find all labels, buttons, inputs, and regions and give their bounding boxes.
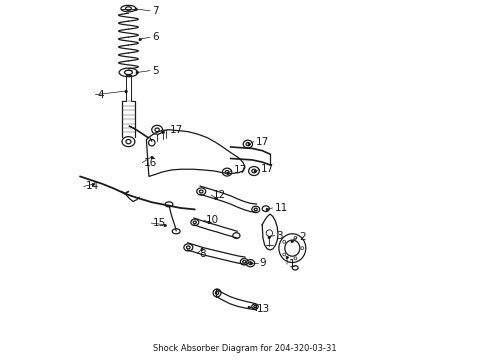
Text: 11: 11 <box>274 203 288 213</box>
Text: 6: 6 <box>152 32 158 42</box>
Text: 5: 5 <box>152 66 158 76</box>
Text: 15: 15 <box>153 218 166 228</box>
Text: 13: 13 <box>256 304 270 314</box>
Text: 9: 9 <box>259 258 266 268</box>
Text: 8: 8 <box>199 248 206 258</box>
Text: 2: 2 <box>299 232 305 242</box>
Text: 4: 4 <box>97 90 104 100</box>
Text: 17: 17 <box>261 164 274 174</box>
Text: 1: 1 <box>289 259 295 269</box>
Text: 7: 7 <box>152 6 158 16</box>
Text: 14: 14 <box>85 181 98 192</box>
Text: 17: 17 <box>256 137 269 147</box>
Text: 10: 10 <box>205 215 219 225</box>
Text: 17: 17 <box>170 125 183 135</box>
Text: Shock Absorber Diagram for 204-320-03-31: Shock Absorber Diagram for 204-320-03-31 <box>153 344 337 353</box>
Text: 3: 3 <box>276 231 283 240</box>
Text: 17: 17 <box>234 165 247 175</box>
Text: 16: 16 <box>144 158 157 168</box>
Text: 12: 12 <box>213 190 226 200</box>
